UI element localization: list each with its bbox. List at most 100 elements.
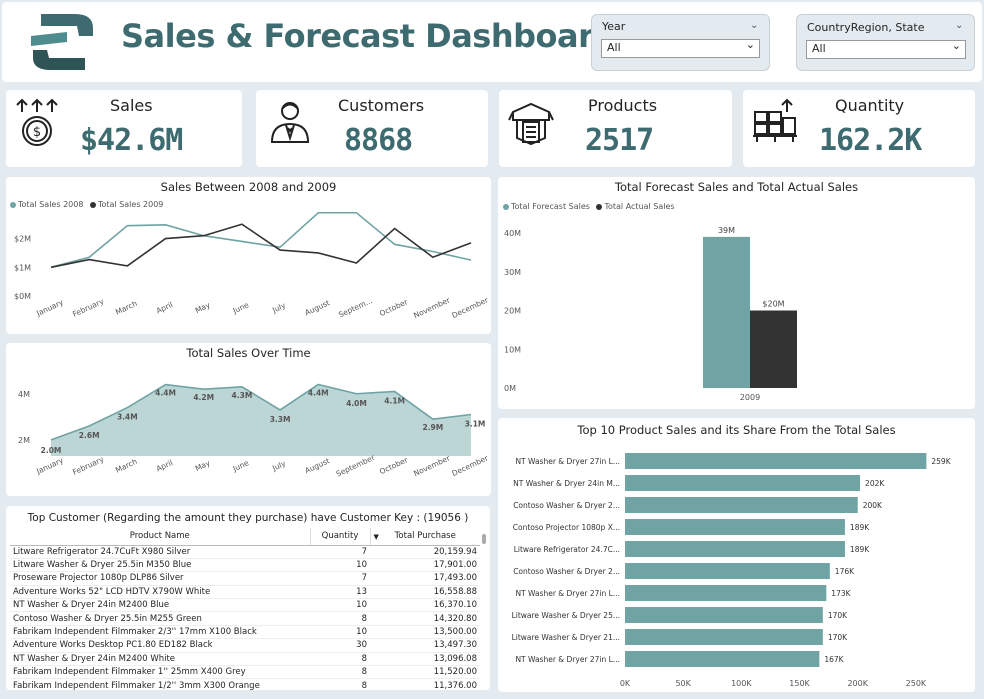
customer-table-card[interactable]: Top Customer (Regarding the amount they …: [6, 506, 490, 690]
year-slicer: Year ⌄ All ⌄: [591, 14, 770, 71]
x-tick-label: March: [114, 457, 139, 475]
money-up-icon: $: [16, 98, 58, 146]
table-row[interactable]: Fabrikam Independent Filmmaker 2/3'' 17m…: [10, 625, 480, 639]
y-tick-label: $2M: [14, 235, 31, 244]
logo-icon: [31, 14, 93, 70]
series-line-2009: [50, 223, 472, 269]
col-quantity[interactable]: Quantity: [310, 528, 371, 546]
sales-time-card[interactable]: Total Sales Over Time 2M 4M 2.0M 2.6M 3.4M 4.…: [6, 343, 491, 496]
table-header-row: Product Name Quantity ▼ Total Purchase: [10, 528, 480, 546]
cell-product-name: Contoso Washer & Dryer 25.5in M255 Green: [13, 613, 202, 624]
legend-dot-2009: [89, 201, 96, 208]
country-dropdown[interactable]: All ⌄: [806, 39, 966, 59]
bar-actual: [750, 310, 797, 388]
data-label: 2.6M: [79, 431, 100, 440]
table-row[interactable]: Adventure Works Desktop PC1.80 ED182 Bla…: [10, 639, 480, 653]
x-tick-label: June: [231, 458, 251, 474]
scrollbar[interactable]: [482, 534, 486, 544]
cell-total-purchase: 17,493.00: [433, 573, 477, 584]
table-row[interactable]: Litware Washer & Dryer 25.5in M350 Blue 1…: [10, 558, 480, 572]
category-label: NT Washer & Dryer 27in L...: [515, 589, 620, 598]
table-row[interactable]: Fabrikam Independent Filmmaker 1'' 25mm …: [10, 666, 480, 679]
table-row[interactable]: Proseware Projector 1080p DLP86 Silver 7 1…: [10, 572, 480, 586]
x-tick-label: 150K: [789, 679, 810, 688]
table-row[interactable]: NT Washer & Dryer 24in M2400 White 8 13,09…: [10, 652, 480, 666]
table-row[interactable]: Litware Refrigerator 24.7CuFt X980 Silve…: [10, 545, 480, 559]
sales-time-chart[interactable]: 2M 4M 2.0M 2.6M 3.4M 4.4M 4.2M 4.3M 3.3M 4.4M 4.0M…: [6, 343, 491, 496]
kpi-card-products[interactable]: Products 2517: [499, 90, 732, 167]
bar: [625, 453, 927, 469]
kpi-sales-label: Sales: [110, 96, 153, 115]
chevron-down-icon[interactable]: ⌄: [955, 20, 964, 31]
table-row[interactable]: Fabrikam Independent Filmmaker 1/2'' 3mm…: [10, 679, 480, 690]
year-dropdown[interactable]: All ⌄: [601, 38, 760, 58]
data-label: 4.0M: [346, 399, 367, 408]
data-label: 173K: [831, 589, 851, 598]
x-tick-label: April: [155, 458, 174, 473]
country-dropdown-value: All: [812, 42, 826, 55]
y-tick-label: 40M: [504, 229, 521, 238]
cell-quantity: 10: [356, 600, 367, 611]
sales-compare-chart[interactable]: $0M $1M $2M January February March April May Jun…: [6, 177, 491, 334]
table-row[interactable]: NT Washer & Dryer 24in M2400 Blue 10 16,37…: [10, 599, 480, 612]
category-label: NT Washer & Dryer 27in L...: [515, 655, 620, 664]
bar: [625, 541, 845, 557]
cell-product-name: Adventure Works 52" LCD HDTV X790W White: [13, 586, 211, 597]
customer-icon: [270, 102, 310, 143]
top10-title: Top 10 Product Sales and its Share From …: [577, 423, 896, 437]
data-label: 4.4M: [308, 389, 329, 398]
x-tick-label: February: [71, 454, 105, 476]
sales-compare-card[interactable]: Sales Between 2008 and 2009 Total Sales …: [6, 177, 491, 334]
y-tick-label: 20M: [504, 307, 521, 316]
data-label: 2.9M: [422, 423, 443, 432]
cell-total-purchase: 11,376.00: [433, 680, 477, 690]
kpi-quantity-label: Quantity: [835, 96, 905, 115]
x-tick-label: December: [450, 453, 490, 478]
cell-total-purchase: 16,558.88: [433, 586, 477, 597]
kpi-card-customers[interactable]: Customers 8868: [256, 90, 488, 167]
y-tick-label: $0M: [14, 292, 31, 301]
data-label: 3.4M: [117, 413, 138, 422]
cell-quantity: 30: [356, 640, 367, 651]
sort-desc-icon[interactable]: ▼: [373, 533, 379, 541]
x-tick-label: August: [303, 456, 331, 475]
data-label: 259K: [931, 457, 951, 466]
chevron-down-icon[interactable]: ⌄: [750, 20, 759, 31]
x-tick-label: February: [71, 296, 105, 318]
forecast-card[interactable]: Total Forecast Sales and Total Actual Sa…: [498, 177, 975, 409]
y-tick-label: 10M: [504, 345, 521, 354]
customer-table-scroll[interactable]: Product Name Quantity ▼ Total Purchase L…: [10, 528, 480, 690]
top10-card[interactable]: Top 10 Product Sales and its Share From …: [498, 418, 975, 692]
y-tick-label: 4M: [18, 390, 30, 399]
cell-quantity: 8: [361, 667, 367, 678]
data-label: 200K: [863, 501, 883, 510]
cell-product-name: Adventure Works Desktop PC1.80 ED182 Bla…: [13, 640, 213, 651]
kpi-card-sales[interactable]: $ Sales $42.6M: [6, 90, 242, 167]
forecast-chart[interactable]: 0M 10M 20M 30M 40M 39M $20M 2009: [498, 177, 975, 409]
kpi-card-quantity[interactable]: Quantity 162.2K: [743, 90, 975, 167]
col-total-purchase[interactable]: ▼ Total Purchase: [370, 528, 480, 546]
country-slicer: CountryRegion, State ⌄ All ⌄: [796, 14, 975, 71]
cell-quantity: 10: [356, 560, 367, 571]
category-label: Contoso Washer & Dryer 2...: [513, 501, 620, 510]
top10-chart[interactable]: NT Washer & Dryer 27in L... 259K NT Washer…: [498, 418, 975, 692]
kpi-sales-value: $42.6M: [80, 123, 183, 158]
cell-total-purchase: 17,901.00: [433, 560, 477, 571]
kpi-customers-value: 8868: [344, 123, 413, 158]
x-tick-label: 250K: [906, 679, 927, 688]
x-tick-label: June: [231, 300, 251, 316]
forecast-legend: Total Forecast Sales Total Actual Sales: [503, 202, 675, 211]
x-tick-label: May: [194, 300, 212, 315]
x-tick-label: January: [34, 455, 65, 476]
table-row[interactable]: Adventure Works 52" LCD HDTV X790W White…: [10, 585, 480, 599]
bar: [625, 629, 823, 645]
table-row[interactable]: Contoso Washer & Dryer 25.5in M255 Green…: [10, 612, 480, 626]
x-tick-label: April: [155, 300, 174, 315]
x-tick-label: November: [412, 295, 452, 320]
cell-product-name: Litware Washer & Dryer 25.5in M350 Blue: [13, 560, 192, 571]
col-product-name[interactable]: Product Name: [10, 528, 311, 546]
area-fill: [51, 384, 471, 456]
kpi-customers-label: Customers: [338, 96, 425, 115]
category-label: Litware Washer & Dryer 21...: [512, 633, 620, 642]
x-tick-label: October: [378, 455, 410, 476]
